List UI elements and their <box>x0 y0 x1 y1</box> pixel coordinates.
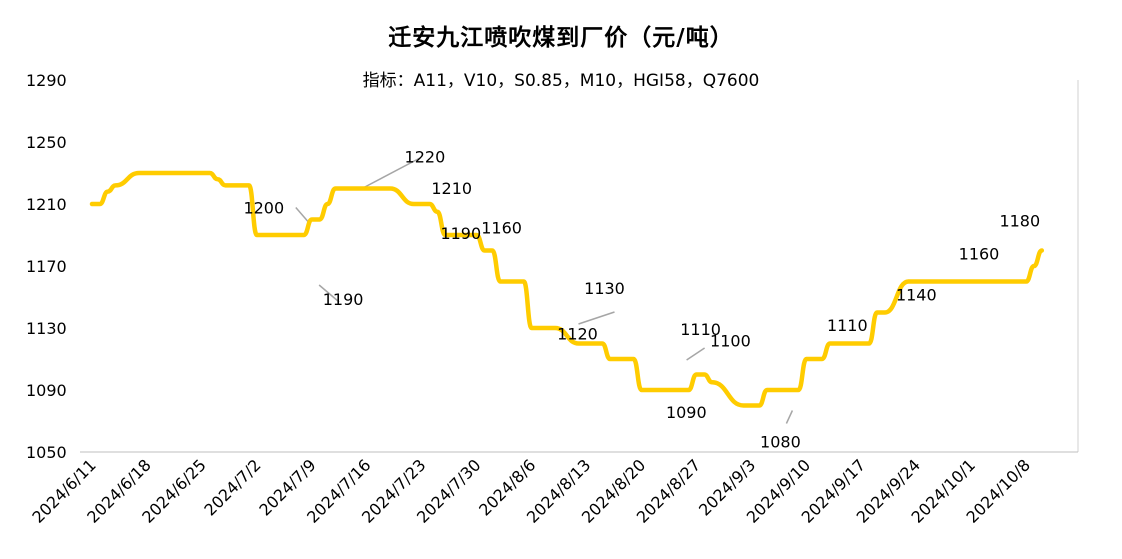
y-tick-labels: 1050 1090 1130 1170 1210 1250 1290 <box>26 71 67 462</box>
data-label: 1090 <box>666 403 707 422</box>
y-tick-label: 1130 <box>26 319 67 338</box>
label-leader-line <box>363 156 422 189</box>
series-line <box>89 170 1045 408</box>
x-tick-label: 2024/7/2 <box>200 455 264 519</box>
data-label: 1130 <box>584 279 625 298</box>
y-tick-label: 1050 <box>26 443 67 462</box>
data-label: 1110 <box>680 320 721 339</box>
y-tick-label: 1250 <box>26 133 67 152</box>
data-label: 1140 <box>896 286 937 305</box>
data-label: 1110 <box>827 316 868 335</box>
x-tick-labels: 2024/6/112024/6/182024/6/252024/7/22024/… <box>28 455 1034 526</box>
data-label: 1180 <box>999 212 1040 231</box>
data-label: 1200 <box>243 199 284 218</box>
label-leader-line <box>295 207 310 223</box>
y-tick-label: 1170 <box>26 257 67 276</box>
label-leader-line <box>578 311 615 325</box>
data-label: 1120 <box>557 325 598 344</box>
data-label: 1100 <box>710 332 751 351</box>
data-label: 1210 <box>431 179 472 198</box>
y-tick-label: 1290 <box>26 71 67 90</box>
data-label: 1190 <box>323 290 364 309</box>
data-label: 1220 <box>405 148 446 167</box>
label-leader-lines <box>295 156 794 424</box>
data-label: 1080 <box>760 433 801 452</box>
data-label: 1190 <box>440 224 481 243</box>
y-tick-label: 1210 <box>26 195 67 214</box>
chart-subtitle: 指标：A11，V10，S0.85，M10，HGI58，Q7600 <box>362 71 760 91</box>
label-leader-line <box>785 410 794 424</box>
data-label: 1160 <box>481 219 522 238</box>
chart-title: 迁安九江喷吹煤到厂价（元/吨） <box>388 25 734 51</box>
y-tick-label: 1090 <box>26 381 67 400</box>
label-leader-line <box>686 347 706 361</box>
label-leader-line <box>318 284 340 303</box>
data-label: 1160 <box>959 245 1000 264</box>
